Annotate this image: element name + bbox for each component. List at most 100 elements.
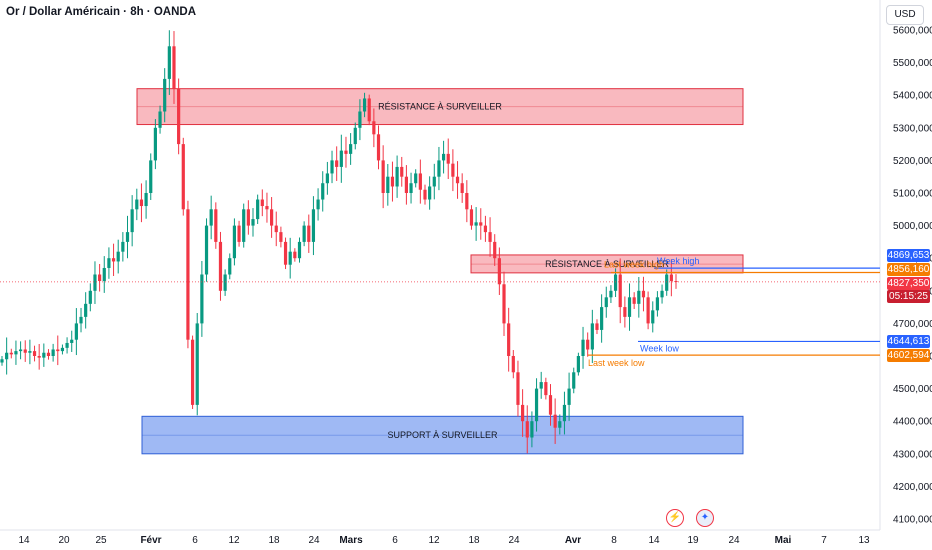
candle-body <box>88 290 92 304</box>
candle-body <box>562 404 567 422</box>
candle-body <box>511 356 515 373</box>
week-high-tag: 4869,653 <box>887 249 930 262</box>
candle-body <box>311 209 316 242</box>
chart-title: Or / Dollar Américain · 8h · OANDA <box>6 6 196 18</box>
candle-body <box>674 281 678 283</box>
x-tick-label: 24 <box>508 535 520 546</box>
candle-body <box>637 290 641 304</box>
candle-body <box>567 388 571 405</box>
candle-body <box>116 251 120 262</box>
candle-body <box>349 144 353 154</box>
candle-body <box>497 258 501 285</box>
level-label: Last week low <box>588 358 645 368</box>
candle-body <box>618 274 622 308</box>
candle-body <box>251 219 255 226</box>
candle-body <box>372 121 376 135</box>
candle-body <box>51 349 55 356</box>
candle-body <box>158 111 162 128</box>
x-tick-label: 8 <box>611 535 617 546</box>
candle-body <box>242 209 246 242</box>
zone-support <box>141 415 744 455</box>
candle-body <box>107 258 111 268</box>
candle-body <box>335 160 339 167</box>
candle-body <box>418 173 422 190</box>
candle-body <box>590 323 594 350</box>
candle-body <box>469 209 474 226</box>
x-tick-label: Févr <box>140 535 161 546</box>
candle-body <box>237 225 241 242</box>
countdown-tag: 05:15:25 <box>887 290 930 303</box>
candle-body <box>623 307 627 317</box>
currency-button[interactable]: USD <box>886 5 924 25</box>
candle-body <box>293 251 297 259</box>
candle-body <box>441 153 446 161</box>
y-tick-label: 4300,000 <box>893 449 932 460</box>
y-tick-label: 5500,000 <box>893 58 932 69</box>
candle-body <box>60 347 65 352</box>
y-tick-label: 4500,000 <box>893 384 932 395</box>
candle-body <box>414 173 418 184</box>
candle-body <box>460 183 464 193</box>
candle-body <box>339 150 343 167</box>
y-tick-label: 5000,000 <box>893 221 932 232</box>
y-tick-label: 4400,000 <box>893 417 932 428</box>
last-week-low-tag: 4602,594 <box>887 349 930 362</box>
candle-body <box>488 232 492 242</box>
candle-body <box>232 225 237 259</box>
x-tick-label: 6 <box>192 535 198 546</box>
x-tick-label: 24 <box>308 535 320 546</box>
time-axis[interactable]: 14 20 25 Févr 6 12 18 24 Mars 6 12 18 24 Avr 8 14 19 24 Ma… <box>0 529 880 546</box>
x-tick-label: 14 <box>648 535 660 546</box>
us-flag-icon[interactable]: ✦ <box>696 509 714 527</box>
candle-body <box>548 395 553 415</box>
candle-body <box>9 352 13 355</box>
y-tick-label: 5100,000 <box>893 189 932 200</box>
candle-body <box>181 144 185 210</box>
y-tick-label: 5200,000 <box>893 156 932 167</box>
x-tick-label: 7 <box>821 535 827 546</box>
candle-body <box>56 349 60 352</box>
candle-body <box>600 307 604 330</box>
candle-body <box>32 351 37 356</box>
candle-body <box>135 199 139 210</box>
candle-body <box>539 382 543 389</box>
candle-body <box>46 352 51 356</box>
candle-body <box>28 351 32 353</box>
candle-body <box>279 232 283 242</box>
lightning-icon[interactable]: ⚡ <box>666 509 684 527</box>
candle-body <box>344 150 348 154</box>
candle-body <box>84 303 88 317</box>
candle-body <box>409 183 413 193</box>
candle-body <box>139 199 144 207</box>
candle-body <box>367 98 371 122</box>
candle-body <box>655 297 660 311</box>
candles-layer <box>0 30 678 454</box>
candle-body <box>0 359 4 363</box>
candle-body <box>581 339 585 356</box>
candle-body <box>74 323 78 340</box>
candle-body <box>362 98 367 112</box>
candle-body <box>558 421 562 428</box>
candle-body <box>358 111 362 128</box>
candle-body <box>260 199 264 207</box>
candle-body <box>553 414 557 428</box>
level-label: Last week high <box>604 259 664 269</box>
candle-body <box>14 351 18 355</box>
candle-body <box>353 127 357 145</box>
candle-body <box>65 342 69 348</box>
x-tick-label: 13 <box>858 535 870 546</box>
candle-body <box>502 284 506 324</box>
candle-body <box>451 163 455 177</box>
candle-body <box>218 241 223 291</box>
candle-body <box>604 297 608 308</box>
candle-body <box>42 352 46 358</box>
candle-body <box>5 352 9 360</box>
x-tick-label: Mars <box>339 535 363 546</box>
candle-body <box>381 160 385 193</box>
candle-body <box>288 251 292 265</box>
candle-body <box>283 241 288 265</box>
zones-layer: RÉSISTANCE À SURVEILLER RÉSISTANCE À SURV… <box>136 88 744 455</box>
candle-body <box>446 153 450 164</box>
candle-body <box>316 199 320 210</box>
